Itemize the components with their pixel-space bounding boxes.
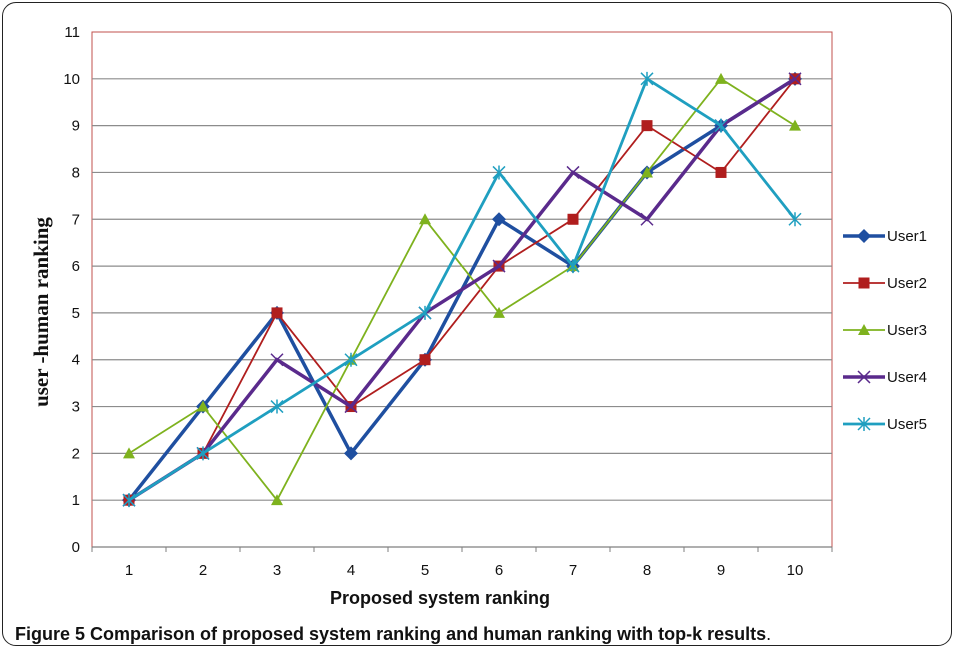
- legend-marker: [857, 229, 871, 243]
- legend: User1 User2 User3 User4 User5: [843, 228, 927, 433]
- y-tick-label: 0: [72, 539, 80, 556]
- data-point: [492, 212, 506, 227]
- series-line: [128, 76, 797, 502]
- y-tick-label: 5: [72, 305, 80, 322]
- x-tick-label: 6: [495, 562, 503, 579]
- x-tick-label: 9: [717, 562, 725, 579]
- data-point: [493, 306, 505, 318]
- data-point: [419, 354, 431, 366]
- data-point: [419, 213, 431, 225]
- legend-marker: [858, 324, 870, 335]
- data-point: [567, 213, 579, 225]
- data-point: [271, 494, 283, 506]
- y-tick-label: 9: [72, 118, 80, 135]
- data-point: [789, 119, 801, 131]
- legend-label: User1: [887, 228, 927, 245]
- legend-item-user1: User1: [843, 228, 927, 245]
- y-tick-label: 1: [72, 492, 80, 509]
- data-point: [566, 165, 580, 179]
- x-tick-label: 4: [347, 562, 355, 579]
- caption-period: .: [766, 624, 772, 644]
- legend-marker: [857, 370, 871, 384]
- y-tick-label: 8: [72, 164, 80, 181]
- legend-item-user5: User5: [843, 416, 927, 433]
- y-tick-label: 2: [72, 445, 80, 462]
- series-line: [128, 78, 796, 501]
- data-point: [714, 118, 728, 133]
- data-point: [418, 305, 432, 320]
- y-tick-label: 3: [72, 399, 80, 416]
- data-point: [196, 446, 210, 461]
- legend-label: User2: [887, 275, 927, 292]
- data-point: [344, 446, 358, 461]
- legend-item-user4: User4: [843, 369, 927, 386]
- legend-item-user3: User3: [843, 322, 927, 339]
- y-tick-label: 4: [72, 352, 80, 369]
- y-axis-label: user -human ranking: [29, 217, 53, 407]
- legend-marker: [857, 417, 871, 431]
- legend-item-user2: User2: [843, 275, 927, 292]
- x-tick-label: 8: [643, 562, 651, 579]
- data-point: [123, 447, 135, 459]
- x-tick-label: 7: [569, 562, 577, 579]
- y-tick-label: 6: [72, 258, 80, 275]
- data-point: [270, 399, 284, 414]
- series-user5: [122, 71, 802, 508]
- data-point: [271, 307, 283, 319]
- legend-label: User5: [887, 416, 927, 433]
- data-point: [566, 259, 580, 274]
- x-axis-label: Proposed system ranking: [330, 588, 550, 608]
- x-tick-label: 10: [787, 562, 804, 579]
- y-tick-label: 11: [64, 24, 80, 41]
- caption-label: Figure 5: [15, 624, 86, 644]
- series-line: [128, 77, 796, 502]
- data-point: [715, 72, 727, 84]
- data-point: [492, 165, 506, 180]
- data-point: [122, 493, 136, 508]
- legend-label: User3: [887, 322, 927, 339]
- caption-text: Comparison of proposed system ranking an…: [90, 624, 767, 644]
- data-point: [270, 353, 284, 367]
- data-point: [788, 212, 802, 227]
- data-point: [715, 166, 727, 178]
- data-point: [344, 400, 358, 414]
- x-tick-label: 5: [421, 562, 429, 579]
- data-point: [641, 166, 653, 178]
- data-point: [641, 120, 653, 132]
- data-point: [492, 259, 506, 273]
- x-tick-label: 1: [125, 562, 133, 579]
- data-point: [788, 72, 802, 86]
- data-point: [344, 352, 358, 367]
- series-line: [128, 77, 796, 502]
- x-tick-label: 3: [273, 562, 281, 579]
- legend-label: User4: [887, 369, 927, 386]
- y-tick-label: 7: [72, 211, 80, 228]
- legend-marker: [858, 277, 870, 289]
- figure-caption: Figure 5 Comparison of proposed system r…: [15, 624, 771, 645]
- data-point: [640, 212, 654, 226]
- data-point: [640, 71, 654, 86]
- x-tick-label: 2: [199, 562, 207, 579]
- data-point: [197, 400, 209, 412]
- y-tick-label: 10: [63, 71, 80, 88]
